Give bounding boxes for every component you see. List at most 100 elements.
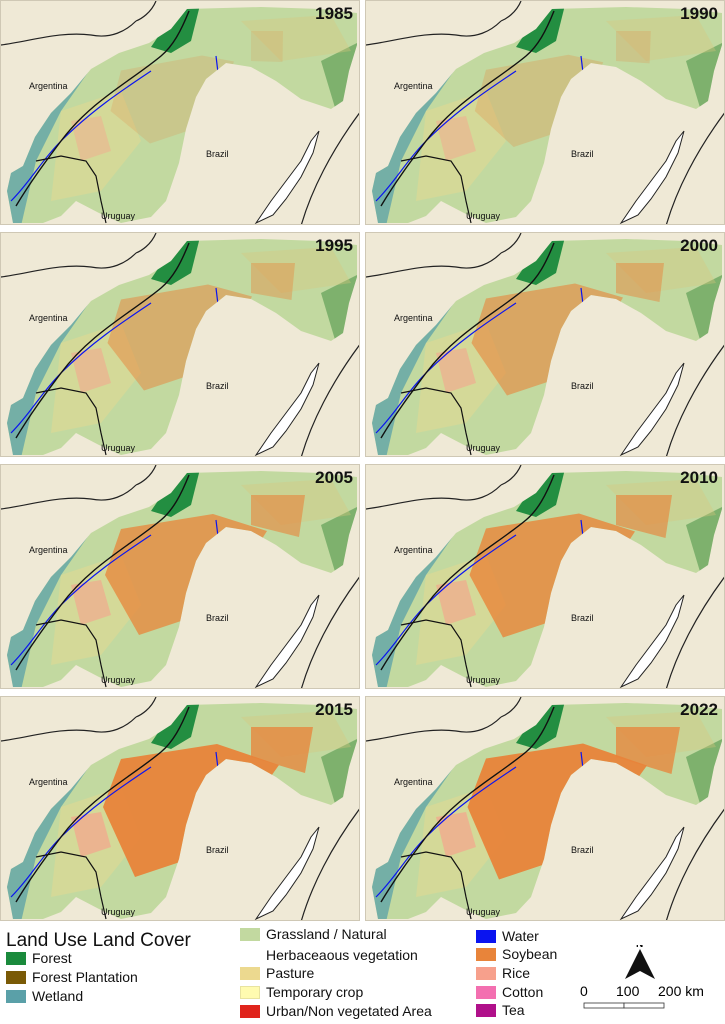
wetland-area (7, 56, 96, 223)
year-label: 2010 (680, 468, 718, 487)
scale-tick-0: 0 (580, 983, 588, 999)
uruguay-border-line (35, 387, 107, 456)
rice-area (436, 580, 476, 625)
map-canvas (366, 465, 724, 688)
pasture-area (416, 91, 506, 201)
legend-item-herbaceous: Herbaceaous vegetation (266, 947, 418, 963)
legend-item-tea: Tea (476, 1002, 525, 1018)
region-base (7, 7, 357, 223)
country-label-argentina: Argentina (394, 313, 433, 323)
soybean-area (103, 744, 279, 877)
soybean-area-north (251, 727, 313, 773)
map-canvas (1, 465, 359, 688)
lagoon-shape (254, 594, 320, 688)
country-label-brazil: Brazil (206, 613, 229, 623)
legend-title: Land Use Land Cover (6, 930, 191, 951)
country-label-brazil: Brazil (206, 381, 229, 391)
soybean-area-north (251, 495, 305, 537)
country-border (1, 1, 359, 224)
legend-item-urban: Urban/Non vegetated Area (240, 1003, 432, 1019)
legend-swatch-soybean (476, 947, 496, 961)
scale-tick-100: 100 (616, 983, 640, 999)
rice-area (71, 812, 111, 857)
legend-swatch-tea (476, 1003, 496, 1017)
rice-area (436, 116, 476, 161)
uruguay-border-line (35, 851, 107, 920)
legend-item-temporary-crop: Temporary crop (240, 984, 363, 1000)
pasture-area-north (606, 247, 716, 293)
map-canvas (366, 1, 724, 224)
wetland-area (7, 520, 96, 687)
uruguay-border-line (35, 619, 107, 688)
map-canvas (366, 233, 724, 456)
border-line (15, 474, 190, 671)
legend-swatch-temporary-crop (240, 985, 260, 999)
soybean-area-north (251, 31, 283, 62)
country-border (1, 465, 359, 688)
wetland-area (7, 288, 96, 455)
year-label: 2000 (680, 236, 718, 255)
country-label-uruguay: Uruguay (466, 211, 501, 221)
legend-swatch-pasture (240, 966, 260, 980)
country-label-brazil: Brazil (571, 613, 594, 623)
rice-area (71, 348, 111, 393)
pasture-area (51, 91, 141, 201)
soybean-area (467, 743, 647, 880)
country-label-uruguay: Uruguay (466, 443, 501, 453)
legend-item-pasture: Pasture (240, 965, 314, 981)
country-border (366, 1, 724, 224)
region-base (372, 7, 722, 223)
land-cover-layer (372, 7, 722, 223)
legend-item-rice: Rice (476, 965, 530, 981)
uruguay-border-line (35, 155, 107, 224)
year-label: 1995 (315, 236, 353, 255)
country-border (1, 233, 359, 456)
map-canvas (1, 233, 359, 456)
country-label-brazil: Brazil (571, 845, 594, 855)
scale-segment-1 (583, 1002, 625, 1009)
land-cover-layer (372, 703, 722, 919)
border-line (15, 10, 190, 207)
land-cover-layer (7, 471, 357, 687)
country-label-uruguay: Uruguay (466, 675, 501, 685)
country-label-argentina: Argentina (29, 545, 68, 555)
lagoon-shape (254, 826, 320, 920)
legend-item-forest: Forest (6, 950, 72, 966)
wetland-area (372, 752, 461, 919)
map-panel-2010: 2010 Argentina Brazil Uruguay (365, 464, 725, 689)
scale-tick-200: 200 km (658, 983, 704, 999)
year-label: 2005 (315, 468, 353, 487)
uruguay-border-line (400, 619, 472, 688)
legend-swatch-cotton (476, 985, 496, 999)
lagoon-shape (619, 130, 685, 224)
legend-item-wetland: Wetland (6, 988, 83, 1004)
country-label-argentina: Argentina (394, 545, 433, 555)
legend-item-soybean: Soybean (476, 946, 557, 962)
soybean-area-north (616, 263, 664, 302)
pasture-area-north (241, 15, 351, 61)
country-label-uruguay: Uruguay (466, 907, 501, 917)
year-label: 2015 (315, 700, 353, 719)
country-label-uruguay: Uruguay (101, 675, 136, 685)
lagoon-shape (254, 362, 320, 456)
map-panel-1990: 1990 Argentina Brazil Uruguay (365, 0, 725, 225)
lagoon-shape (619, 826, 685, 920)
country-label-uruguay: Uruguay (101, 211, 136, 221)
legend-swatch-urban (240, 1004, 260, 1018)
country-label-uruguay: Uruguay (101, 443, 136, 453)
legend-item-forest-plantation: Forest Plantation (6, 969, 138, 985)
country-label-brazil: Brazil (206, 149, 229, 159)
map-canvas (1, 1, 359, 224)
pasture-area-north (606, 15, 716, 61)
lagoon-shape (619, 594, 685, 688)
soybean-area (105, 514, 267, 635)
soybean-area-north (616, 727, 680, 774)
wetland-area (7, 752, 96, 919)
soybean-area (469, 513, 635, 638)
country-border (366, 465, 724, 688)
rice-area (436, 812, 476, 857)
country-label-argentina: Argentina (394, 777, 433, 787)
rice-area (71, 116, 111, 161)
uruguay-border-line (400, 155, 472, 224)
soybean-area-north (616, 31, 651, 64)
